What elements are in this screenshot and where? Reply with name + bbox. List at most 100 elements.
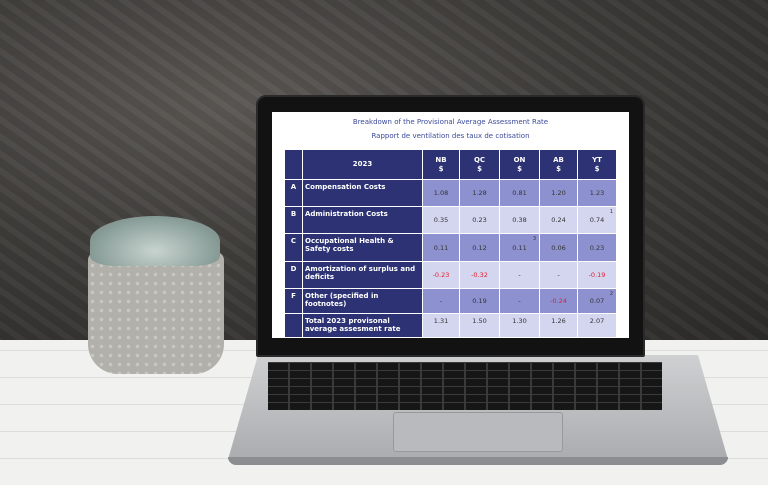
value-cell: 0.06 [540,234,578,262]
succulent-plant [90,216,220,266]
value: 0.81 [512,189,527,197]
value: 0.06 [551,243,566,252]
value: 0.19 [472,297,487,305]
trackpad [393,412,563,452]
value: 0.23 [472,216,487,224]
value-cell: 1.08 [423,180,460,207]
column-code: AB [553,155,564,164]
value: 1.23 [589,189,605,197]
footnote-marker: 1 [609,209,613,215]
column-code: NB [435,155,447,164]
value-cell: 0.07 2 [578,289,617,314]
value: 0.11 [433,243,449,252]
value-cell: - [423,289,460,314]
row-label: Occupational Health & Safety costs [303,234,423,262]
value: - [439,297,443,305]
header-nb: NB $ [423,150,460,180]
value-cell: 2.07 [578,314,617,338]
header-yt: YT $ [578,150,617,180]
value: -0.32 [471,271,488,279]
value-cell: -0.32 [460,262,500,289]
value: - [518,271,521,279]
value: 0.38 [512,216,527,224]
value-cell: 0.19 [460,289,500,314]
row-letter: A [285,180,303,207]
value-cell: 1.20 [540,180,578,207]
laptop-screen: Breakdown of the Provisional Average Ass… [272,112,629,338]
value: 1.26 [551,317,566,325]
row-label: Total 2023 provisonal average assesment … [303,314,423,338]
title-en: Breakdown of the Provisional Average Ass… [352,118,549,126]
column-code: YT [592,155,602,164]
header-year: 2023 [303,150,423,180]
value: 1.20 [551,189,566,197]
row-letter: C [285,234,303,262]
keyboard [268,362,662,410]
value-cell: 1.23 [578,180,617,207]
footnote-marker: 3 [532,236,536,242]
value-cell: 0.81 [500,180,540,207]
value-cell: 0.23 [578,234,617,262]
value-cell: 0.74 1 [578,207,617,234]
laptop-base-edge [228,457,728,465]
title-fr: Rapport de ventilation des taux de cotis… [371,132,530,140]
header-qc: QC $ [460,150,500,180]
footnote-marker: 2 [609,291,613,297]
column-unit: $ [517,164,522,173]
value: -0.23 [432,271,450,279]
row-letter [285,314,303,338]
value-cell: 0.24 [540,207,578,234]
value: 2.07 [589,317,605,325]
value: 0.74 [589,216,605,224]
value: 0.12 [472,243,487,252]
value-cell: 0.23 [460,207,500,234]
value: 0.35 [433,216,449,224]
value: 1.28 [472,189,487,197]
row-label: Compensation Costs [303,180,423,207]
value-cell: -0.24 [540,289,578,314]
row-label: Amortization of surplus and deficits [303,262,423,289]
header-blank [285,150,303,180]
value: 0.24 [551,216,566,224]
value: 0.11 [512,243,527,252]
column-code: ON [513,155,526,164]
value-cell: -0.23 [423,262,460,289]
column-code: QC [473,155,486,164]
column-unit: $ [477,164,482,173]
value: 1.31 [433,317,449,325]
value-cell: - [500,289,540,314]
value-cell: 0.38 [500,207,540,234]
value-cell: 0.11 [423,234,460,262]
row-label: Administration Costs [303,207,423,234]
value-cell: 0.11 3 [500,234,540,262]
row-letter: F [285,289,303,314]
value: 0.07 [589,297,605,305]
value-cell: 0.12 [460,234,500,262]
value: 1.30 [512,317,527,325]
value: - [518,297,521,305]
value-cell: 1.30 [500,314,540,338]
value-cell: 0.35 [423,207,460,234]
header-on: ON $ [500,150,540,180]
value: -0.24 [550,297,567,305]
column-unit: $ [438,164,444,173]
column-unit: $ [556,164,561,173]
value: 1.08 [433,189,449,197]
value: 1.50 [472,317,487,325]
column-unit: $ [594,164,600,173]
value-cell: - [500,262,540,289]
value-cell: -0.19 [578,262,617,289]
value: -0.19 [588,271,606,279]
row-letter: D [285,262,303,289]
header-ab: AB $ [540,150,578,180]
value: 0.23 [589,243,605,252]
plant-pot [88,252,224,374]
value: - [557,271,560,279]
row-label: Other (specified in footnotes) [303,289,423,314]
value-cell: 1.50 [460,314,500,338]
value-cell: 1.26 [540,314,578,338]
row-letter: B [285,207,303,234]
value-cell: 1.28 [460,180,500,207]
value-cell: - [540,262,578,289]
value-cell: 1.31 [423,314,460,338]
